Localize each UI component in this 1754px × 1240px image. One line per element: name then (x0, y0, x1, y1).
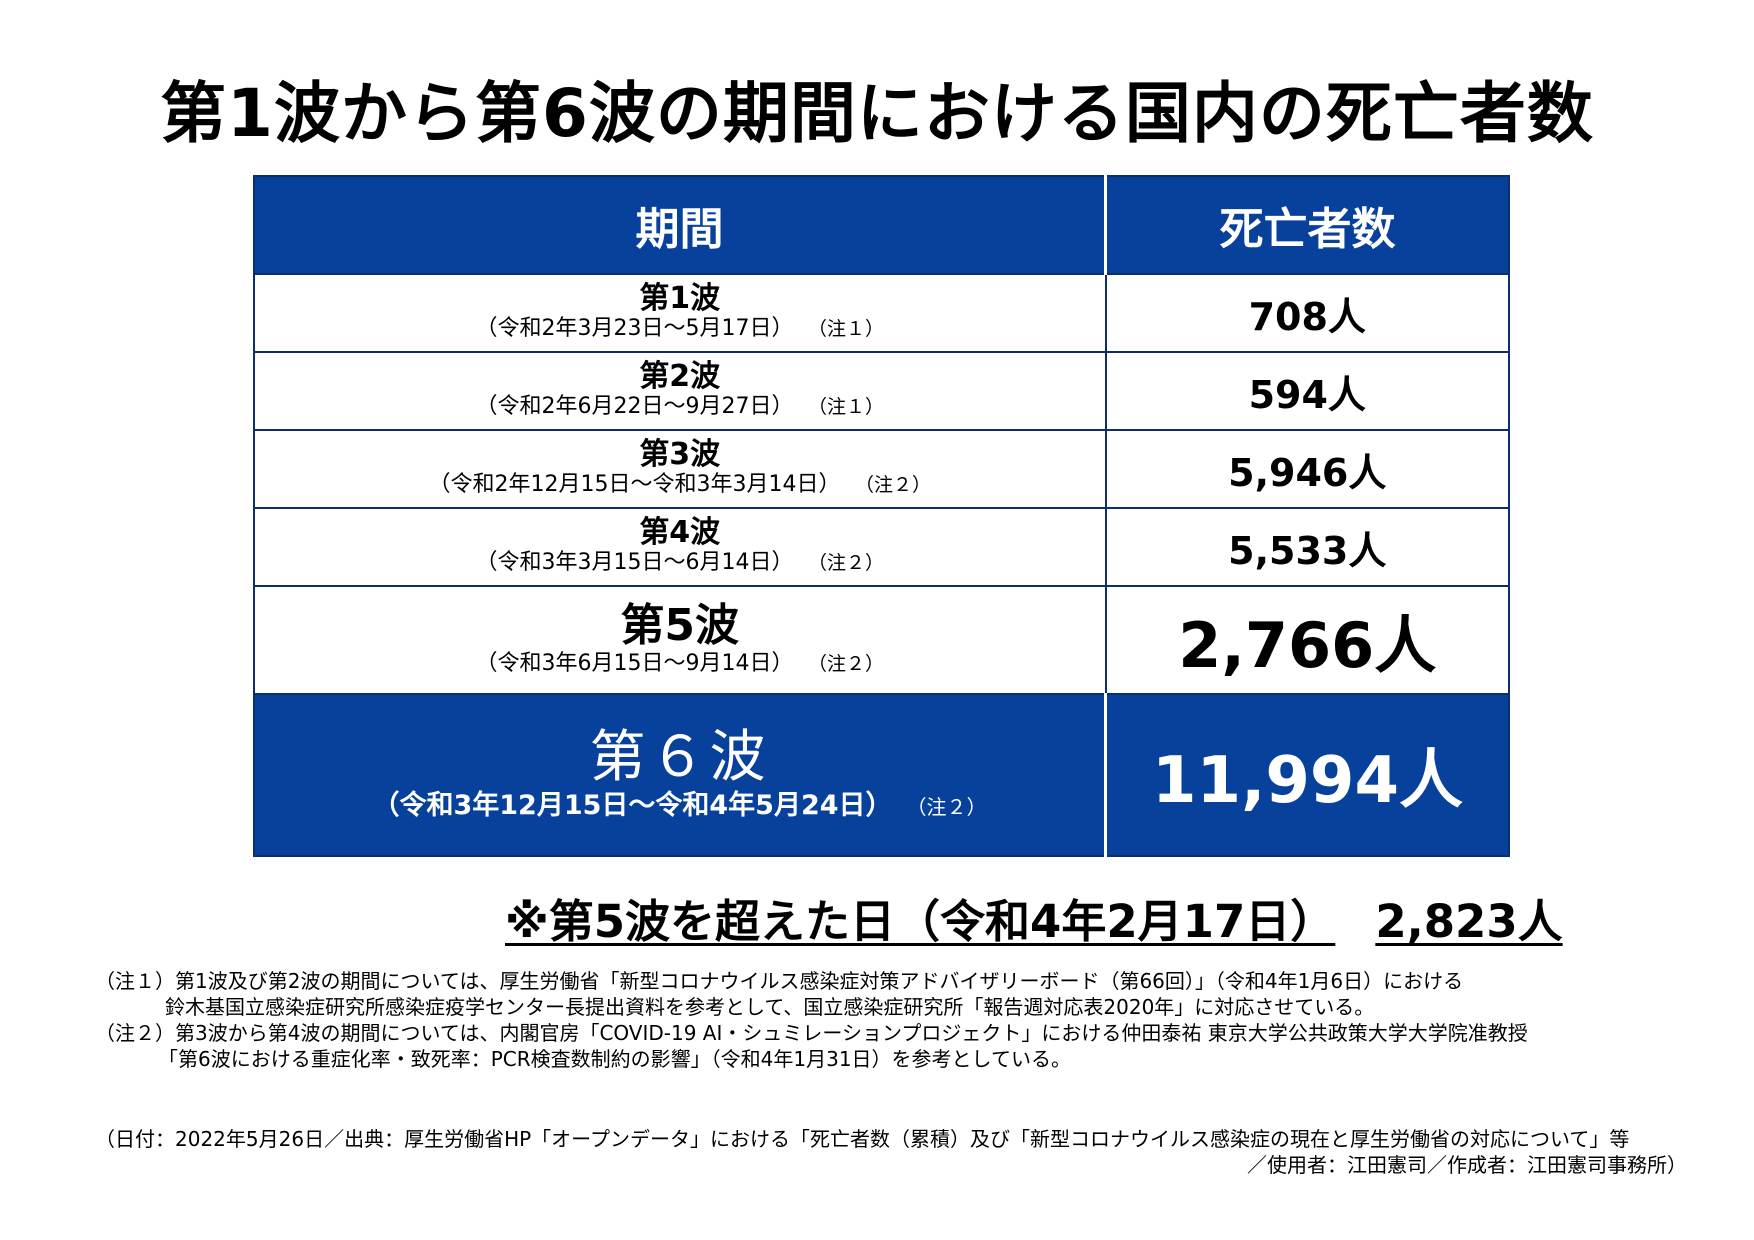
wave-name: 第2波 (639, 359, 721, 395)
table-row: 第1波 （令和2年3月23日～5月17日） （注１） 708人 (253, 273, 1510, 353)
exceed-value: 2,823人 (1375, 895, 1563, 948)
wave-name: 第4波 (639, 515, 721, 551)
period-cell: 第3波 （令和2年12月15日～令和3年3月14日） （注２） (253, 429, 1107, 509)
deaths-cell: 708人 (1104, 273, 1510, 353)
note-2-line-1: （注２）第3波から第4波の期間については、内閣官房「COVID-19 AI・シュ… (95, 1021, 1528, 1045)
exceed-statement: ※第5波を超えた日（令和4年2月17日） 2,823人 (505, 885, 1563, 950)
period-cell: 第2波 （令和2年6月22日～9月27日） （注１） (253, 351, 1107, 431)
table-header-row: 期間 死亡者数 (253, 175, 1510, 275)
source-footer: （日付：2022年5月26日／出典：厚生労働省HP「オープンデータ」における「死… (95, 1126, 1687, 1178)
wave-note: （注１） (817, 396, 884, 419)
table-row: 第3波 （令和2年12月15日～令和3年3月14日） （注２） 5,946人 (253, 429, 1510, 509)
wave-period: （令和3年3月15日～6月14日） (475, 550, 794, 576)
death-count: 594人 (1248, 372, 1366, 417)
table-row: 第5波 （令和3年6月15日～9月14日） （注２） 2,766人 (253, 585, 1510, 695)
wave-period: （令和2年3月23日～5月17日） (475, 316, 794, 342)
wave-name: 第5波 (620, 599, 740, 651)
wave-name: 第3波 (639, 437, 721, 473)
table-row: 第4波 （令和3年3月15日～6月14日） （注２） 5,533人 (253, 507, 1510, 587)
header-period: 期間 (253, 175, 1107, 275)
period-cell: 第1波 （令和2年3月23日～5月17日） （注１） (253, 273, 1107, 353)
footnotes: （注１）第1波及び第2波の期間については、厚生労働省「新型コロナウイルス感染症対… (95, 968, 1735, 1072)
page-title: 第1波から第6波の期間における国内の死亡者数 (160, 75, 1594, 152)
death-count: 5,946人 (1228, 450, 1387, 495)
wave-note: （注２） (817, 552, 884, 575)
death-count: 2,766人 (1178, 609, 1437, 682)
wave-note: （注２） (817, 652, 884, 675)
death-count: 708人 (1248, 294, 1366, 339)
wave-note: （注２） (864, 474, 931, 497)
deaths-cell: 5,533人 (1104, 507, 1510, 587)
note-1-line-2: 鈴木基国立感染症研究所感染症疫学センター長提出資料を参考として、国立感染症研究所… (165, 995, 1375, 1019)
table-row-highlight: 第６波 （令和3年12月15日～令和4年5月24日） （注２） 11,994人 (253, 693, 1510, 857)
wave-name: 第1波 (639, 281, 721, 317)
period-cell: 第5波 （令和3年6月15日～9月14日） （注２） (253, 585, 1107, 695)
deaths-cell: 5,946人 (1104, 429, 1510, 509)
deaths-table: 期間 死亡者数 第1波 （令和2年3月23日～5月17日） （注１） 708人 第… (253, 175, 1510, 857)
wave-period: （令和3年6月15日～9月14日） (475, 650, 794, 676)
table-row: 第2波 （令和2年6月22日～9月27日） （注１） 594人 (253, 351, 1510, 431)
source-line-2: ／使用者：江田憲司／作成者：江田憲司事務所） (1247, 1153, 1687, 1177)
wave-period: （令和3年12月15日～令和4年5月24日） (372, 790, 893, 822)
period-cell: 第６波 （令和3年12月15日～令和4年5月24日） （注２） (253, 693, 1107, 857)
note-2-line-2: 「第6波における重症化率・致死率：PCR検査数制約の影響」（令和4年1月31日）… (158, 1047, 1071, 1071)
wave-note: （注１） (817, 318, 884, 341)
note-1-line-1: （注１）第1波及び第2波の期間については、厚生労働省「新型コロナウイルス感染症対… (95, 969, 1464, 993)
deaths-cell: 11,994人 (1104, 693, 1510, 857)
exceed-label: ※第5波を超えた日（令和4年2月17日） (505, 895, 1336, 948)
deaths-cell: 2,766人 (1104, 585, 1510, 695)
death-count: 5,533人 (1228, 528, 1387, 573)
source-line-1: （日付：2022年5月26日／出典：厚生労働省HP「オープンデータ」における「死… (95, 1127, 1630, 1151)
death-count: 11,994人 (1152, 744, 1463, 818)
period-cell: 第4波 （令和3年3月15日～6月14日） （注２） (253, 507, 1107, 587)
wave-note: （注２） (916, 795, 987, 820)
deaths-cell: 594人 (1104, 351, 1510, 431)
wave-period: （令和2年6月22日～9月27日） (475, 394, 794, 420)
wave-period: （令和2年12月15日～令和3年3月14日） (428, 472, 841, 498)
wave-name: 第６波 (589, 724, 770, 790)
header-deaths: 死亡者数 (1104, 175, 1510, 275)
